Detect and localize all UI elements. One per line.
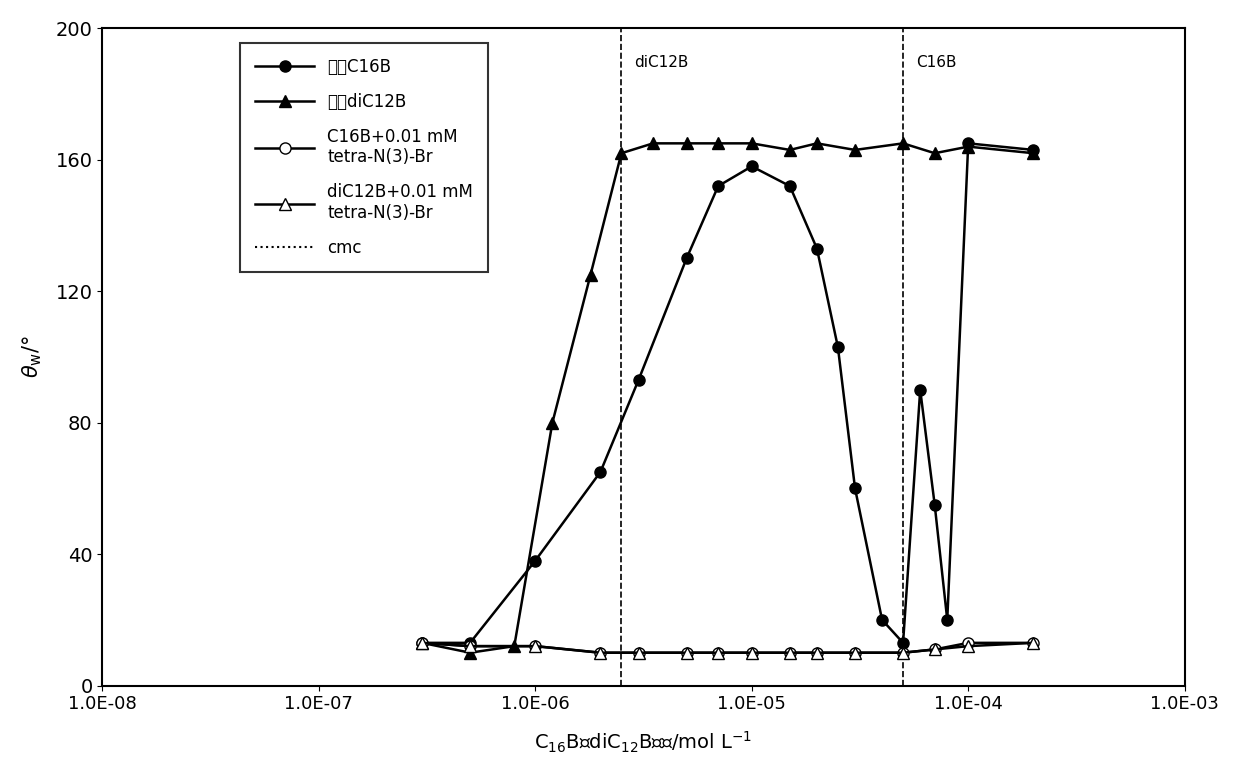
单一diC12B bbox=[507, 642, 522, 651]
C16B+0.01 mM
tetra-N(3)-Br bbox=[961, 638, 976, 647]
单一C16B bbox=[744, 161, 759, 171]
Text: C16B: C16B bbox=[916, 54, 957, 70]
单一diC12B bbox=[583, 270, 598, 279]
单一C16B bbox=[1025, 145, 1040, 154]
单一diC12B bbox=[961, 142, 976, 151]
C16B+0.01 mM
tetra-N(3)-Br bbox=[711, 648, 725, 657]
X-axis label: C$_{16}$B或diC$_{12}$B浓度/mol L$^{-1}$: C$_{16}$B或diC$_{12}$B浓度/mol L$^{-1}$ bbox=[534, 730, 753, 755]
Line: 单一C16B: 单一C16B bbox=[417, 138, 1039, 649]
diC12B+0.01 mM
tetra-N(3)-Br bbox=[711, 648, 725, 657]
单一diC12B bbox=[463, 648, 477, 657]
单一C16B bbox=[414, 638, 429, 647]
C16B+0.01 mM
tetra-N(3)-Br bbox=[631, 648, 646, 657]
C16B+0.01 mM
tetra-N(3)-Br bbox=[1025, 638, 1040, 647]
diC12B+0.01 mM
tetra-N(3)-Br bbox=[463, 642, 477, 651]
diC12B+0.01 mM
tetra-N(3)-Br bbox=[848, 648, 863, 657]
单一C16B bbox=[810, 244, 825, 253]
diC12B+0.01 mM
tetra-N(3)-Br bbox=[680, 648, 694, 657]
diC12B+0.01 mM
tetra-N(3)-Br bbox=[1025, 638, 1040, 647]
C16B+0.01 mM
tetra-N(3)-Br bbox=[810, 648, 825, 657]
单一diC12B bbox=[782, 145, 797, 154]
单一diC12B bbox=[895, 139, 910, 148]
C16B+0.01 mM
tetra-N(3)-Br bbox=[744, 648, 759, 657]
单一C16B bbox=[831, 342, 846, 352]
单一C16B bbox=[895, 638, 910, 647]
单一C16B bbox=[528, 556, 543, 566]
diC12B+0.01 mM
tetra-N(3)-Br bbox=[961, 642, 976, 651]
单一diC12B bbox=[1025, 148, 1040, 158]
单一C16B bbox=[928, 501, 942, 510]
Line: diC12B+0.01 mM
tetra-N(3)-Br: diC12B+0.01 mM tetra-N(3)-Br bbox=[417, 637, 1039, 658]
单一diC12B bbox=[744, 139, 759, 148]
diC12B+0.01 mM
tetra-N(3)-Br bbox=[528, 642, 543, 651]
Text: diC12B: diC12B bbox=[635, 54, 689, 70]
单一diC12B bbox=[414, 638, 429, 647]
diC12B+0.01 mM
tetra-N(3)-Br bbox=[593, 648, 608, 657]
单一C16B bbox=[463, 638, 477, 647]
diC12B+0.01 mM
tetra-N(3)-Br bbox=[631, 648, 646, 657]
单一diC12B bbox=[680, 139, 694, 148]
单一diC12B bbox=[810, 139, 825, 148]
单一C16B bbox=[711, 182, 725, 191]
C16B+0.01 mM
tetra-N(3)-Br bbox=[848, 648, 863, 657]
单一C16B bbox=[913, 385, 928, 394]
单一diC12B bbox=[711, 139, 725, 148]
单一C16B bbox=[961, 139, 976, 148]
Line: C16B+0.01 mM
tetra-N(3)-Br: C16B+0.01 mM tetra-N(3)-Br bbox=[417, 637, 1039, 658]
C16B+0.01 mM
tetra-N(3)-Br bbox=[528, 642, 543, 651]
单一C16B bbox=[593, 467, 608, 476]
单一diC12B bbox=[544, 418, 559, 428]
单一C16B bbox=[940, 615, 955, 625]
diC12B+0.01 mM
tetra-N(3)-Br bbox=[414, 638, 429, 647]
C16B+0.01 mM
tetra-N(3)-Br bbox=[782, 648, 797, 657]
C16B+0.01 mM
tetra-N(3)-Br bbox=[928, 645, 942, 654]
单一C16B bbox=[874, 615, 889, 625]
C16B+0.01 mM
tetra-N(3)-Br bbox=[680, 648, 694, 657]
diC12B+0.01 mM
tetra-N(3)-Br bbox=[810, 648, 825, 657]
diC12B+0.01 mM
tetra-N(3)-Br bbox=[928, 645, 942, 654]
单一C16B bbox=[782, 182, 797, 191]
Legend: 单一C16B, 单一diC12B, C16B+0.01 mM
tetra-N(3)-Br, diC12B+0.01 mM
tetra-N(3)-Br, cmc: 单一C16B, 单一diC12B, C16B+0.01 mM tetra-N(3… bbox=[241, 43, 489, 272]
单一C16B bbox=[680, 254, 694, 263]
单一diC12B bbox=[646, 139, 661, 148]
单一diC12B bbox=[928, 148, 942, 158]
C16B+0.01 mM
tetra-N(3)-Br bbox=[895, 648, 910, 657]
单一C16B bbox=[848, 483, 863, 493]
Y-axis label: $\theta_{\rm w}$/°: $\theta_{\rm w}$/° bbox=[21, 335, 45, 379]
C16B+0.01 mM
tetra-N(3)-Br bbox=[414, 638, 429, 647]
Line: 单一diC12B: 单一diC12B bbox=[417, 138, 1039, 658]
diC12B+0.01 mM
tetra-N(3)-Br bbox=[744, 648, 759, 657]
diC12B+0.01 mM
tetra-N(3)-Br bbox=[782, 648, 797, 657]
C16B+0.01 mM
tetra-N(3)-Br bbox=[463, 642, 477, 651]
单一diC12B bbox=[848, 145, 863, 154]
单一C16B bbox=[631, 376, 646, 385]
diC12B+0.01 mM
tetra-N(3)-Br bbox=[895, 648, 910, 657]
单一diC12B bbox=[614, 148, 629, 158]
C16B+0.01 mM
tetra-N(3)-Br bbox=[593, 648, 608, 657]
